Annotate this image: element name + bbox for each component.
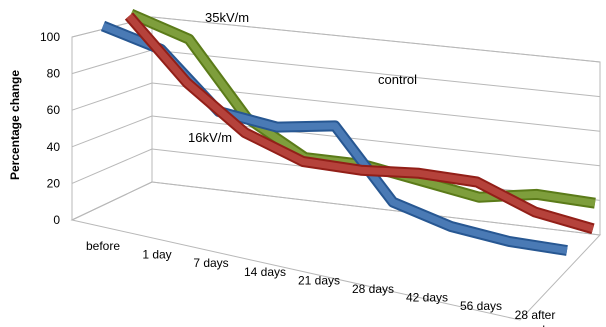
x-tick-label: 42 days — [406, 291, 448, 305]
series-label: 16kV/m — [188, 130, 232, 145]
series-line — [126, 13, 594, 233]
y-axis-title: Percentage change — [8, 70, 22, 180]
gridline-side — [71, 148, 153, 184]
series-lines — [100, 8, 596, 256]
x-tick-labels: before 1 day 7 days 14 days 21 days 28 days 42… — [86, 239, 555, 327]
x-tick-label: end — [525, 323, 545, 327]
series-label: 35kV/m — [205, 10, 249, 25]
y-tick-label: 20 — [47, 176, 61, 190]
y-tick-label: 40 — [47, 140, 61, 154]
x-tick-label: 28 after — [515, 308, 556, 322]
y-tick-label: 100 — [40, 30, 60, 44]
gridline-back — [151, 181, 601, 236]
gridline-side — [71, 181, 153, 221]
gridline-side — [71, 82, 153, 111]
x-tick-label: 21 days — [298, 273, 340, 287]
gridline-side — [71, 115, 153, 148]
y-tick-labels: 0 20 40 60 80 100 — [40, 30, 60, 227]
gridline-back — [151, 115, 601, 167]
y-tick-label: 0 — [53, 213, 60, 227]
x-tick-label: 1 day — [142, 248, 171, 262]
y-tick-label: 60 — [47, 103, 61, 117]
back-wall — [151, 16, 601, 235]
x-tick-label: 14 days — [244, 265, 286, 279]
y-tick-label: 80 — [47, 67, 61, 81]
series-labels: 35kV/m control 16kV/m — [188, 10, 417, 145]
x-tick-label: before — [86, 239, 120, 253]
gridline-back — [151, 49, 601, 98]
gridline-back — [151, 16, 601, 63]
side-wall — [71, 16, 153, 221]
x-tick-label: 7 days — [193, 256, 228, 270]
x-tick-label: 28 days — [352, 282, 394, 296]
x-tick-label: 56 days — [460, 299, 502, 313]
gridline-side — [71, 49, 153, 75]
series-label: control — [378, 72, 417, 87]
